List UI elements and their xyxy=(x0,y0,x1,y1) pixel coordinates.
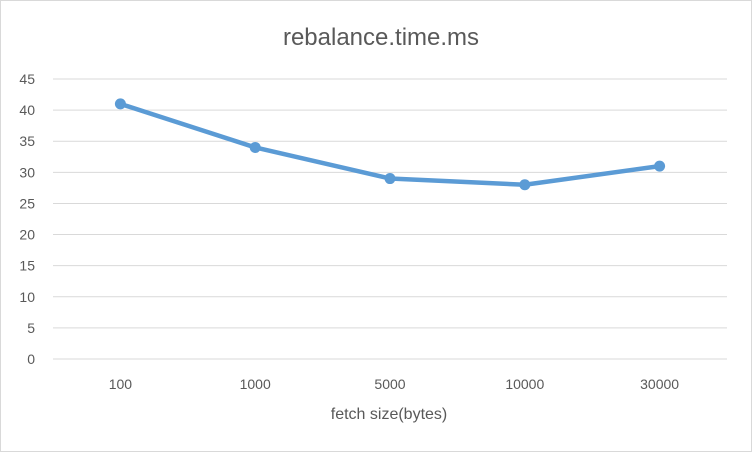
gridlines xyxy=(53,78,727,360)
y-tick-label-45: 45 xyxy=(19,71,35,87)
y-tick-label-25: 25 xyxy=(19,195,35,211)
data-point-1000 xyxy=(249,141,261,153)
y-tick-label-20: 20 xyxy=(19,227,35,243)
x-axis-ticks: 100 1000 5000 10000 30000 xyxy=(109,376,680,392)
y-tick-label-30: 30 xyxy=(19,164,35,180)
x-tick-label-30000: 30000 xyxy=(640,376,679,392)
data-point-100 xyxy=(114,98,126,110)
y-tick-label-10: 10 xyxy=(19,289,35,305)
y-tick-label-15: 15 xyxy=(19,258,35,274)
x-tick-label-5000: 5000 xyxy=(374,376,405,392)
y-tick-label-35: 35 xyxy=(19,133,35,149)
y-tick-label-40: 40 xyxy=(19,102,35,118)
x-axis-title: fetch size(bytes) xyxy=(331,406,447,423)
data-point-5000 xyxy=(384,173,396,185)
x-tick-label-10000: 10000 xyxy=(505,376,544,392)
chart-title: rebalance.time.ms xyxy=(283,24,479,51)
series-group xyxy=(114,98,666,191)
y-tick-label-0: 0 xyxy=(27,351,35,367)
y-axis-ticks: 0 5 10 15 20 25 30 35 40 45 xyxy=(19,71,35,367)
data-point-10000 xyxy=(519,179,531,191)
x-tick-label-1000: 1000 xyxy=(240,376,271,392)
x-tick-label-100: 100 xyxy=(109,376,133,392)
y-tick-label-5: 5 xyxy=(27,320,35,336)
data-point-30000 xyxy=(654,160,666,172)
